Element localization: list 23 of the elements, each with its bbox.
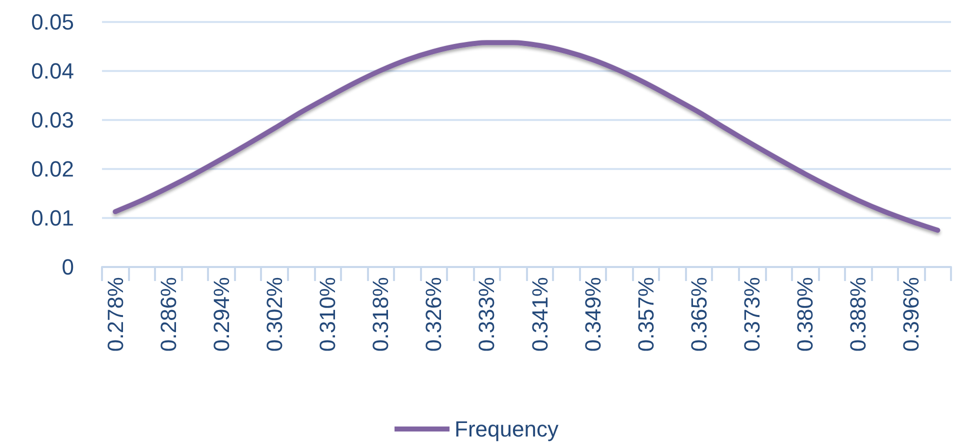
x-tick-label: 0.302%: [262, 277, 287, 352]
x-tick-label: 0.310%: [315, 277, 340, 352]
x-tick-label: 0.294%: [208, 277, 234, 352]
y-tick-label: 0.04: [31, 58, 74, 84]
legend-label: Frequency: [454, 416, 558, 442]
y-tick-label: 0.01: [31, 206, 74, 230]
x-tick-label: 0.333%: [474, 277, 500, 352]
x-tick-label: 0.373%: [740, 277, 765, 352]
x-tick-label: 0.388%: [846, 277, 871, 352]
x-tick-label: 0.349%: [580, 277, 606, 352]
x-tick-label: 0.365%: [686, 277, 712, 352]
y-tick-label: 0.02: [31, 156, 74, 182]
y-tick-label: 0: [62, 254, 74, 280]
x-tick-label: 0.286%: [156, 277, 181, 352]
x-tick-label: 0.326%: [421, 277, 446, 352]
y-tick-label: 0.05: [31, 10, 74, 34]
x-tick-label: 0.357%: [633, 277, 658, 352]
x-tick-label: 0.341%: [527, 277, 552, 352]
y-tick-label: 0.03: [31, 108, 74, 132]
x-tick-label: 0.396%: [898, 277, 924, 352]
x-tick-label: 0.380%: [792, 277, 818, 352]
x-tick-label: 0.278%: [102, 277, 128, 352]
x-tick-label: 0.318%: [368, 277, 394, 352]
